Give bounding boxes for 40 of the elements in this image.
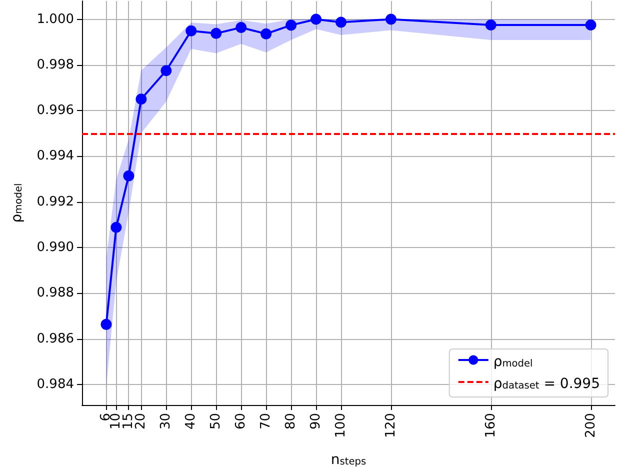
x-tick-label: 70 xyxy=(258,413,274,430)
point xyxy=(186,25,197,36)
y-tick-label: 0.990 xyxy=(36,240,74,256)
y-tick-label: 0.998 xyxy=(36,57,74,72)
x-axis-title: nsteps xyxy=(330,452,366,468)
x-tick-label: 20 xyxy=(134,413,149,430)
y-tick-label: 1.000 xyxy=(36,12,74,27)
x-tick-label: 80 xyxy=(284,413,299,430)
point xyxy=(485,19,496,30)
y-tick-label: 0.994 xyxy=(36,148,74,164)
point xyxy=(236,22,247,33)
point xyxy=(385,14,396,25)
point xyxy=(260,28,272,40)
point xyxy=(585,19,596,30)
x-tick-label: 40 xyxy=(184,413,199,430)
y-axis-title: ρmodel xyxy=(9,183,25,223)
x-tick-label: 30 xyxy=(158,413,174,430)
legend-label: ρdataset = 0.995 xyxy=(493,376,600,392)
point xyxy=(160,65,172,76)
y-tick-label: 0.988 xyxy=(36,286,74,301)
y-tick-label: 0.992 xyxy=(36,194,74,210)
x-tick-label: 120 xyxy=(383,413,398,438)
x-tick-label: 60 xyxy=(234,413,249,430)
x-tick-label: 90 xyxy=(308,413,324,430)
x-tick-label: 100 xyxy=(334,413,349,438)
point xyxy=(123,170,134,182)
point xyxy=(286,20,297,31)
legend-label: ρmodel xyxy=(493,354,533,370)
point xyxy=(136,94,147,105)
point xyxy=(336,16,347,28)
y-tick-label: 0.984 xyxy=(36,376,74,392)
point xyxy=(110,222,122,233)
x-tick-label: 200 xyxy=(583,413,598,438)
y-tick-label: 0.996 xyxy=(36,103,74,118)
point xyxy=(210,28,222,39)
x-tick-label: 160 xyxy=(483,413,498,438)
x-tick-label: 50 xyxy=(208,413,224,430)
point xyxy=(100,318,112,330)
point xyxy=(310,14,322,25)
y-tick-label: 0.986 xyxy=(36,331,74,346)
